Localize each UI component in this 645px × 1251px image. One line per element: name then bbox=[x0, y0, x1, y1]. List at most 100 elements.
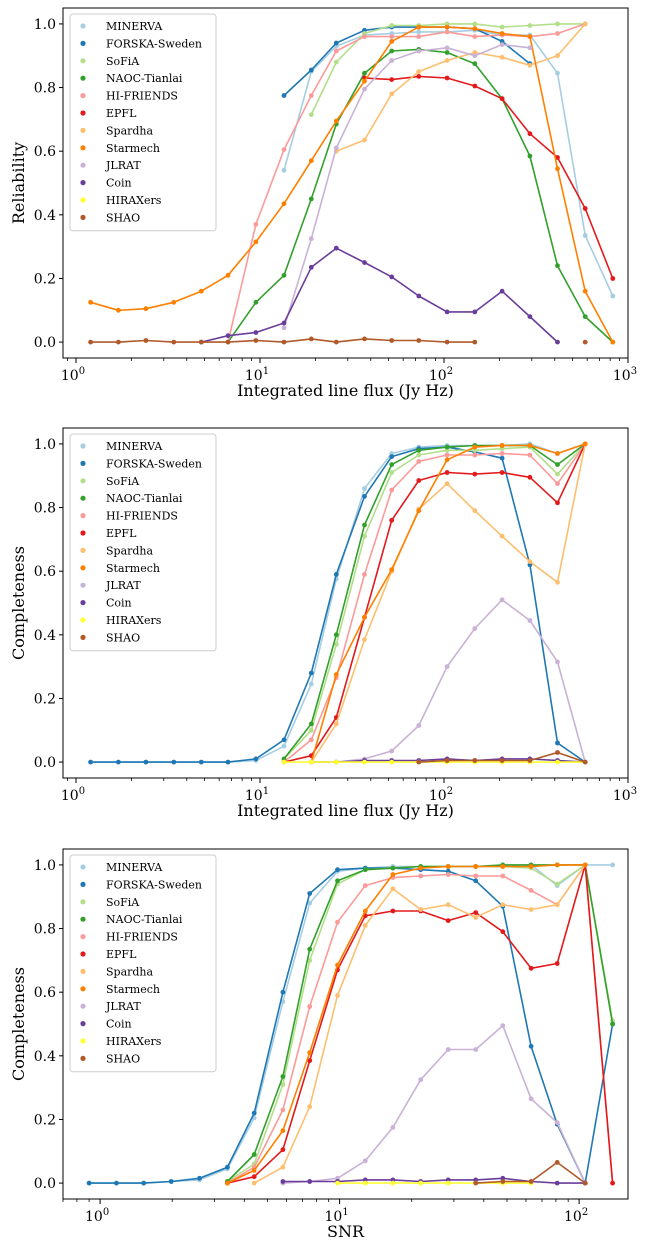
data-point bbox=[114, 1180, 119, 1186]
data-point bbox=[527, 131, 533, 137]
data-point bbox=[445, 864, 451, 869]
data-point bbox=[281, 339, 287, 345]
series-shao bbox=[582, 339, 588, 345]
legend-label: Spardha bbox=[106, 544, 154, 557]
y-tick-label: 0.4 bbox=[34, 628, 56, 644]
series-line bbox=[336, 598, 586, 763]
data-point bbox=[416, 74, 422, 79]
legend-label: HIRAXers bbox=[106, 614, 162, 627]
data-point bbox=[555, 31, 560, 36]
x-tick-label: 102 bbox=[429, 786, 453, 804]
data-point bbox=[555, 659, 560, 665]
series-line bbox=[283, 443, 586, 760]
x-tick-label: 102 bbox=[429, 366, 453, 384]
data-point bbox=[308, 264, 314, 270]
data-point bbox=[253, 338, 259, 343]
data-point bbox=[610, 1180, 615, 1186]
legend-marker bbox=[80, 93, 86, 99]
legend-label: Spardha bbox=[106, 965, 154, 978]
series-sofia bbox=[281, 441, 588, 762]
data-point bbox=[445, 1047, 451, 1052]
data-point bbox=[555, 481, 560, 487]
data-point bbox=[555, 53, 560, 59]
data-point bbox=[500, 1179, 506, 1184]
data-point bbox=[444, 339, 450, 345]
legend-marker bbox=[80, 197, 86, 203]
legend-marker bbox=[80, 58, 86, 64]
data-point bbox=[499, 96, 505, 102]
data-point bbox=[555, 21, 560, 27]
legend-label: EPFL bbox=[106, 527, 137, 540]
data-point bbox=[362, 336, 367, 342]
data-point bbox=[472, 339, 478, 345]
data-point bbox=[171, 759, 177, 765]
series-jlrat bbox=[281, 42, 533, 331]
data-point bbox=[362, 1180, 368, 1186]
data-point bbox=[389, 274, 395, 280]
data-point bbox=[333, 759, 339, 765]
series-coin bbox=[280, 1175, 588, 1186]
legend-marker bbox=[80, 986, 86, 992]
data-point bbox=[527, 314, 533, 319]
data-point bbox=[389, 58, 395, 63]
data-point bbox=[308, 236, 314, 242]
legend-marker bbox=[80, 180, 86, 186]
y-tick-label: 0.8 bbox=[34, 501, 56, 517]
series-line bbox=[90, 26, 614, 343]
data-point bbox=[335, 867, 340, 873]
data-point bbox=[499, 42, 505, 47]
data-point bbox=[472, 508, 478, 514]
data-point bbox=[499, 288, 505, 294]
data-point bbox=[554, 1180, 560, 1186]
data-point bbox=[416, 24, 422, 30]
legend: MINERVA FORSKA-Sweden SoFiA NAOC-Tianlai HI-… bbox=[69, 854, 217, 1073]
data-point bbox=[225, 333, 231, 339]
legend-label: SoFiA bbox=[106, 55, 140, 68]
data-point bbox=[582, 206, 588, 211]
legend-marker bbox=[80, 881, 86, 888]
data-point bbox=[582, 862, 588, 868]
legend: MINERVA FORSKA-Sweden SoFiA NAOC-Tianlai HI-… bbox=[69, 433, 217, 652]
data-point bbox=[554, 862, 560, 868]
data-point bbox=[445, 872, 451, 877]
legend-marker bbox=[80, 460, 86, 466]
legend-marker bbox=[80, 968, 86, 975]
data-point bbox=[610, 276, 616, 281]
data-point bbox=[308, 93, 314, 98]
data-point bbox=[362, 867, 368, 873]
legend-marker bbox=[80, 864, 86, 870]
legend-label: SHAO bbox=[106, 1052, 140, 1065]
data-point bbox=[473, 873, 479, 879]
data-point bbox=[143, 306, 149, 312]
data-point bbox=[225, 272, 231, 278]
data-point bbox=[280, 1107, 286, 1113]
data-point bbox=[582, 1180, 588, 1186]
data-point bbox=[280, 1128, 286, 1133]
data-point bbox=[389, 487, 395, 493]
data-point bbox=[225, 759, 231, 765]
data-point bbox=[225, 1164, 230, 1170]
data-point bbox=[280, 1179, 286, 1184]
data-point bbox=[333, 572, 339, 577]
legend-label: SoFiA bbox=[106, 896, 140, 909]
data-point bbox=[418, 1180, 424, 1186]
data-point bbox=[143, 759, 149, 765]
y-tick-label: 0.6 bbox=[34, 985, 56, 1001]
data-point bbox=[472, 626, 478, 631]
data-point bbox=[333, 632, 339, 638]
data-point bbox=[308, 112, 314, 117]
data-point bbox=[389, 39, 395, 44]
data-point bbox=[307, 1179, 313, 1184]
legend-marker bbox=[80, 162, 86, 168]
data-point bbox=[554, 881, 560, 887]
legend-marker bbox=[80, 899, 86, 905]
data-point bbox=[280, 1164, 286, 1170]
legend-marker bbox=[80, 443, 86, 449]
legend-marker bbox=[80, 214, 86, 220]
data-point bbox=[555, 462, 560, 467]
data-point bbox=[528, 864, 534, 869]
data-point bbox=[527, 153, 533, 159]
data-point bbox=[555, 759, 560, 765]
data-point bbox=[389, 48, 395, 54]
legend-label: JLRAT bbox=[105, 1000, 141, 1013]
